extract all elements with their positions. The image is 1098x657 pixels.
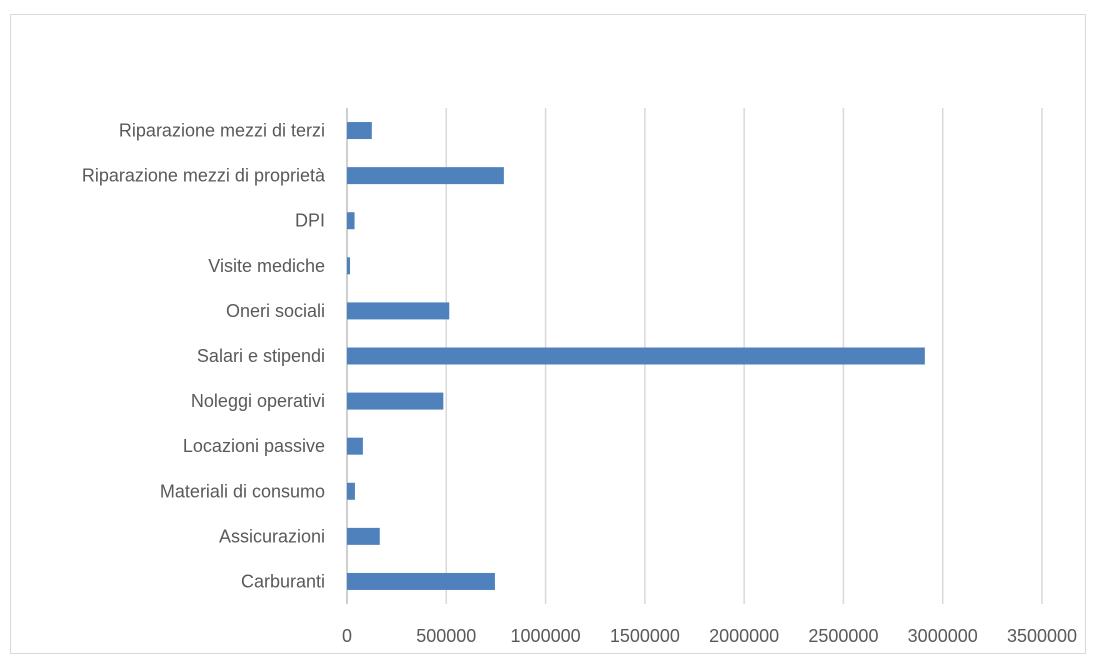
- category-label: Materiali di consumo: [160, 481, 325, 501]
- chart-frame: [10, 14, 1086, 654]
- category-label: Salari e stipendi: [197, 346, 325, 366]
- bar: [347, 482, 355, 500]
- category-label: Locazioni passive: [183, 436, 325, 456]
- category-label: Carburanti: [241, 571, 325, 591]
- category-label: Riparazione mezzi di terzi: [119, 121, 325, 141]
- bar: [347, 392, 444, 410]
- category-label: Oneri sociali: [226, 301, 325, 321]
- bar: [347, 527, 380, 545]
- category-labels: Carburanti Assicurazioni Materiali di cons…: [82, 121, 326, 592]
- bar: [347, 437, 363, 455]
- x-tick-label: 500000: [416, 626, 476, 646]
- x-tick-label: 2500000: [808, 626, 878, 646]
- bar: [347, 302, 450, 320]
- x-tick-label: 3000000: [908, 626, 978, 646]
- bar: [347, 257, 350, 275]
- bar: [347, 167, 504, 185]
- category-label: Assicurazioni: [219, 526, 325, 546]
- category-label: Noleggi operativi: [191, 391, 325, 411]
- category-label: Riparazione mezzi di proprietà: [82, 166, 326, 186]
- category-label: Visite mediche: [208, 256, 325, 276]
- bar: [347, 122, 372, 140]
- bar: [347, 572, 495, 590]
- x-tick-labels: 0 500000 1000000 1500000 2000000 2500000 30000…: [342, 626, 1077, 646]
- x-tick-label: 3500000: [1007, 626, 1077, 646]
- bars: [347, 122, 925, 590]
- bar: [347, 212, 355, 230]
- x-tick-label: 1500000: [610, 626, 680, 646]
- x-tick-label: 2000000: [709, 626, 779, 646]
- bar: [347, 347, 925, 365]
- category-label: DPI: [295, 211, 325, 231]
- x-tick-label: 1000000: [511, 626, 581, 646]
- x-tick-label: 0: [342, 626, 352, 646]
